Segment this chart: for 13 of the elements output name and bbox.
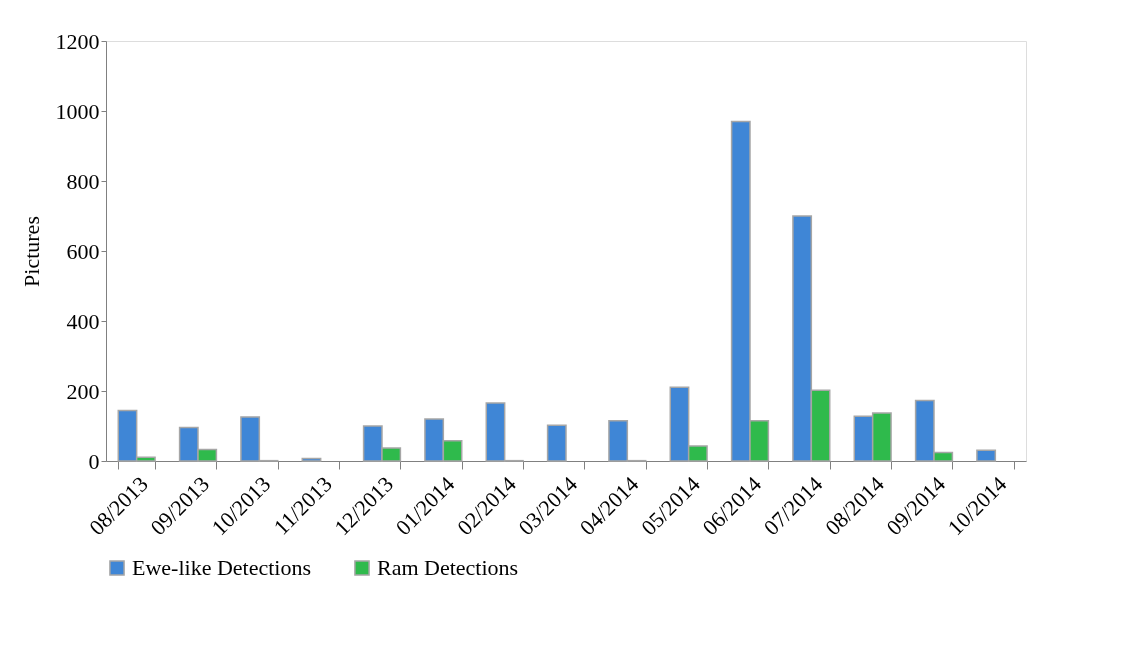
y-tick-label: 800	[66, 168, 100, 194]
y-tick-label: 1200	[55, 28, 100, 54]
y-axis-title: Pictures	[18, 216, 44, 287]
y-tick-label: 200	[66, 378, 100, 404]
y-tick-label: 600	[66, 238, 100, 264]
bar	[546, 424, 567, 462]
bar	[301, 457, 322, 462]
legend-label: Ram Detections	[377, 555, 519, 580]
y-tick-label: 0	[88, 448, 100, 474]
y-tick-label: 1000	[55, 98, 100, 124]
legend-label: Ewe-like Detections	[132, 555, 311, 580]
bar	[976, 449, 997, 462]
y-tick-label: 400	[66, 308, 100, 334]
